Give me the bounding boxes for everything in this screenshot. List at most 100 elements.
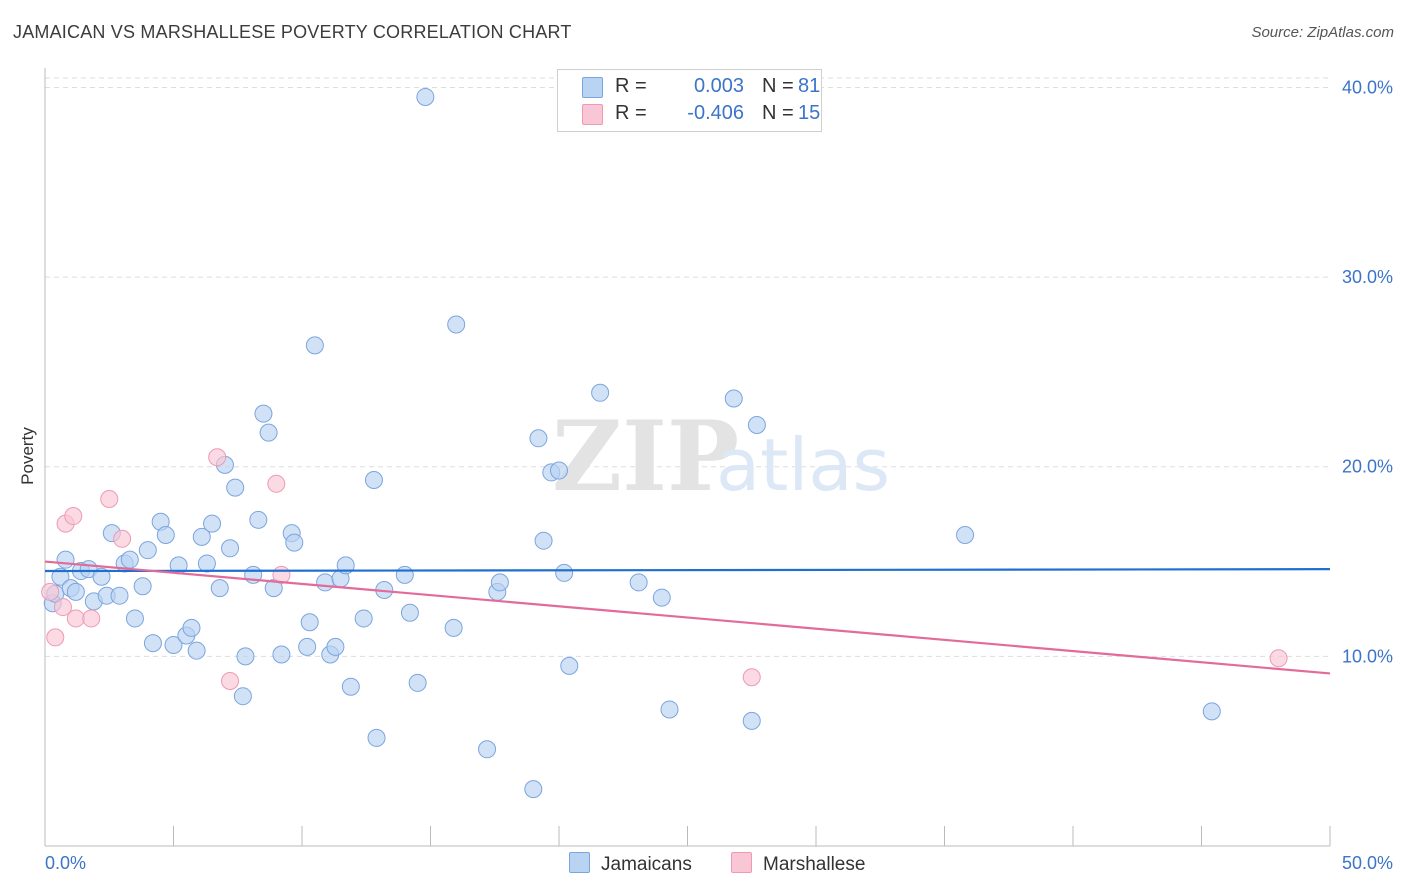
jamaican-point xyxy=(652,588,671,607)
jamaican-point xyxy=(408,673,427,692)
jamaicans-swatch xyxy=(582,77,603,98)
jamaican-point xyxy=(742,711,761,730)
marshallese-point xyxy=(41,582,60,601)
jamaican-point xyxy=(110,586,129,605)
x-tick-label-max: 50.0% xyxy=(1342,853,1393,873)
watermark: ZIP atlas xyxy=(552,400,890,513)
legend-item-marshallese: Marshallese xyxy=(731,852,865,876)
jamaican-point xyxy=(210,579,229,598)
y-tick-label: 10.0% xyxy=(1342,646,1393,666)
x-tick-label-min: 0.0% xyxy=(45,853,86,873)
jamaican-point xyxy=(164,635,183,654)
marshallese-point xyxy=(53,598,72,617)
jamaican-point xyxy=(354,609,373,628)
chart-title: JAMAICAN VS MARSHALLESE POVERTY CORRELAT… xyxy=(13,22,572,42)
r-label: R = xyxy=(615,75,647,97)
jamaican-point xyxy=(156,526,175,545)
watermark-zip: ZIP xyxy=(552,400,739,513)
jamaican-point xyxy=(120,550,139,569)
jamaican-point xyxy=(478,740,497,759)
jamaican-point xyxy=(298,637,317,656)
jamaican-point xyxy=(264,579,283,598)
jamaican-point xyxy=(249,510,268,529)
jamaican-point xyxy=(364,471,383,490)
n-value: 81 xyxy=(798,75,821,97)
jamaican-point xyxy=(341,677,360,696)
jamaican-point xyxy=(660,700,679,719)
r-value: 0.003 xyxy=(693,75,744,97)
jamaican-point xyxy=(226,478,245,497)
jamaican-point xyxy=(233,687,252,706)
jamaican-point xyxy=(187,641,206,660)
marshallese-point xyxy=(267,474,286,493)
axis-layer: 10.0% 20.0% 30.0% 40.0% 0.0% 50.0% xyxy=(44,68,1393,873)
jamaican-point xyxy=(236,647,255,666)
y-tick-label: 40.0% xyxy=(1342,77,1393,97)
jamaican-point xyxy=(529,429,548,448)
legend-item-jamaicans: Jamaicans xyxy=(569,852,692,876)
stats-legend: R = 0.003 N = 81 R = -0.406 N = 15 xyxy=(557,69,822,132)
jamaican-point xyxy=(447,315,466,334)
jamaican-point xyxy=(143,634,162,653)
jamaican-trendline xyxy=(44,568,1331,573)
marshallese-legend-label: Marshallese xyxy=(763,854,866,875)
jamaican-point xyxy=(524,780,543,799)
jamaican-point xyxy=(133,577,152,596)
jamaican-point xyxy=(254,404,273,423)
y-tick-label: 30.0% xyxy=(1342,267,1393,287)
jamaican-point xyxy=(305,336,324,355)
jamaican-point xyxy=(272,645,291,664)
r-label: R = xyxy=(615,102,647,124)
marshallese-point xyxy=(113,529,132,548)
jamaican-point xyxy=(444,618,463,637)
jamaican-point xyxy=(326,637,345,656)
marshallese-point xyxy=(82,609,101,628)
marshallese-point xyxy=(66,609,85,628)
marshallese-point xyxy=(1269,649,1288,668)
source-label: Source: ZipAtlas.com xyxy=(1251,24,1394,41)
jamaican-point xyxy=(197,554,216,573)
jamaican-point xyxy=(555,563,574,582)
watermark-atlas: atlas xyxy=(716,423,890,507)
n-label: N = xyxy=(762,75,794,97)
marshallese-legend-swatch xyxy=(731,852,752,873)
jamaican-point xyxy=(747,416,766,435)
jamaican-point xyxy=(560,656,579,675)
jamaican-point xyxy=(367,728,386,747)
jamaican-point xyxy=(550,461,568,480)
jamaican-point xyxy=(395,565,414,584)
jamaican-point xyxy=(534,531,553,550)
jamaican-point xyxy=(203,514,222,533)
marshallese-point xyxy=(100,489,119,508)
y-tick-label: 20.0% xyxy=(1342,457,1393,477)
jamaican-point xyxy=(591,383,610,402)
marshallese-point xyxy=(221,672,240,691)
marshallese-point xyxy=(742,668,761,687)
jamaican-point xyxy=(221,539,240,558)
marshallese-point xyxy=(64,507,83,526)
marshallese-point xyxy=(46,628,65,647)
jamaican-point xyxy=(51,567,70,586)
jamaican-point xyxy=(956,526,975,545)
jamaican-point xyxy=(1202,702,1221,721)
r-value: -0.406 xyxy=(687,102,744,124)
jamaican-point xyxy=(56,550,75,569)
y-axis-title: Poverty xyxy=(18,427,37,485)
n-value: 15 xyxy=(798,102,821,124)
jamaican-point xyxy=(629,573,648,592)
jamaican-point xyxy=(490,573,509,592)
marshallese-trendline xyxy=(44,560,1331,675)
marshallese-point xyxy=(208,448,227,467)
jamaican-point xyxy=(92,567,111,586)
jamaican-point xyxy=(316,573,335,592)
jamaican-point xyxy=(259,423,278,442)
jamaican-point xyxy=(138,541,157,560)
jamaican-point xyxy=(192,527,211,546)
jamaicans-legend-label: Jamaicans xyxy=(601,854,692,875)
jamaicans-legend-swatch xyxy=(569,852,590,873)
jamaican-point xyxy=(66,582,85,601)
trend-layer xyxy=(44,560,1331,675)
jamaican-point xyxy=(724,389,743,408)
n-label: N = xyxy=(762,102,794,124)
